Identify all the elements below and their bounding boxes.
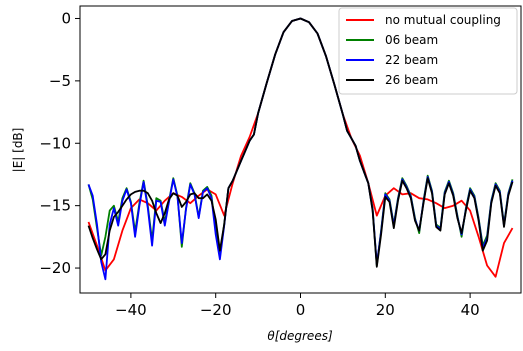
legend-label-3: 26 beam: [385, 73, 438, 87]
x-tick-label-4: 40: [461, 301, 480, 319]
legend: no mutual coupling 06 beam 22 beam 26 beam: [338, 7, 518, 95]
legend-label-1: 06 beam: [385, 33, 438, 47]
legend-label-2: 22 beam: [385, 53, 438, 67]
y-axis: 0 −5 −10 −15 −20: [39, 9, 80, 277]
y-axis-label: |E| [dB]: [11, 128, 25, 173]
y-tick-label-0: 0: [61, 9, 71, 27]
series-line-3: [87, 17, 514, 268]
y-tick-label-1: −5: [49, 72, 71, 90]
x-axis: −40 −20 0 20 40: [115, 293, 480, 319]
legend-label-0: no mutual coupling: [385, 13, 501, 27]
y-tick-label-3: −15: [39, 197, 71, 215]
series-layer: [87, 17, 514, 281]
x-tick-label-3: 20: [376, 301, 395, 319]
y-tick-label-2: −10: [39, 134, 71, 152]
y-tick-label-4: −20: [39, 259, 71, 277]
legend-box: [338, 7, 518, 95]
x-axis-label: θ[degrees]: [267, 329, 333, 343]
x-tick-label-1: −20: [200, 301, 232, 319]
x-tick-label-0: −40: [115, 301, 147, 319]
x-tick-label-2: 0: [296, 301, 306, 319]
